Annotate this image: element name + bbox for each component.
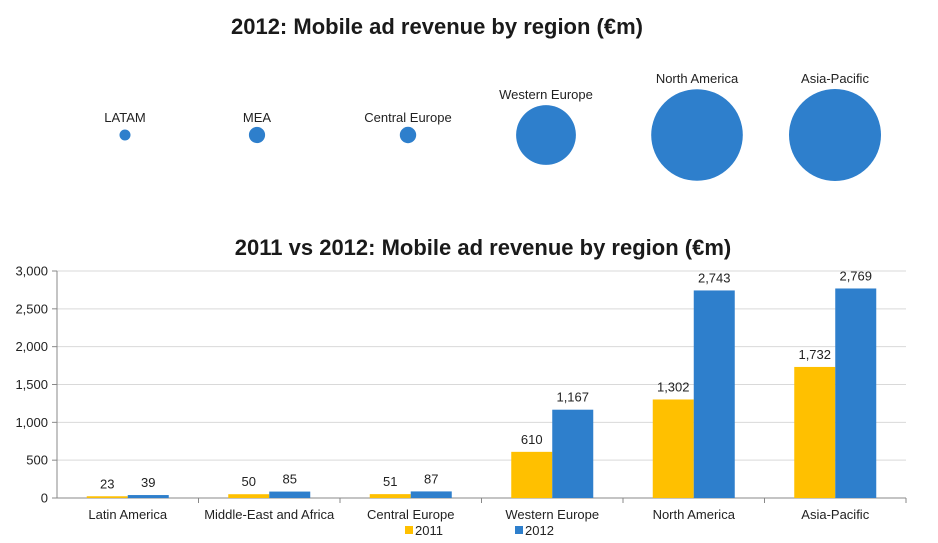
data-label-2011-0: 23 xyxy=(100,476,114,491)
bar-2012-5 xyxy=(835,288,877,498)
y-tick-label-0: 0 xyxy=(41,491,48,506)
y-tick-label-5: 2,500 xyxy=(15,301,48,316)
bubble-3 xyxy=(516,105,576,165)
data-label-2011-3: 610 xyxy=(521,432,543,447)
bar-2012-1 xyxy=(269,491,311,498)
bubble-label-1: MEA xyxy=(243,110,272,125)
y-tick-label-6: 3,000 xyxy=(15,264,48,279)
bubble-label-4: North America xyxy=(656,71,739,86)
data-label-2012-5: 2,769 xyxy=(839,268,872,283)
bubble-4 xyxy=(651,89,743,181)
legend-label-2011: 2011 xyxy=(415,523,443,538)
bubble-label-3: Western Europe xyxy=(499,87,593,102)
data-label-2012-0: 39 xyxy=(141,475,155,490)
bubble-2 xyxy=(399,126,417,144)
bar-2011-4 xyxy=(652,399,694,498)
bar-2011-5 xyxy=(794,366,836,499)
legend-swatch-2011 xyxy=(405,526,413,534)
bar-chart-title: 2011 vs 2012: Mobile ad revenue by regio… xyxy=(234,235,732,260)
data-label-2011-5: 1,732 xyxy=(798,347,831,362)
y-tick-label-2: 1,000 xyxy=(15,415,48,430)
x-tick-label-3: Western Europe xyxy=(505,507,599,522)
legend-swatch-2012 xyxy=(515,526,523,534)
y-tick-label-3: 1,500 xyxy=(15,377,48,392)
data-label-2012-1: 85 xyxy=(283,472,297,487)
data-label-2011-2: 51 xyxy=(383,474,397,489)
bubble-1 xyxy=(248,126,266,144)
bubble-0 xyxy=(119,129,131,141)
bubble-label-2: Central Europe xyxy=(364,110,451,125)
bar-2012-3 xyxy=(552,409,594,498)
legend-label-2012: 2012 xyxy=(525,523,554,538)
data-label-2012-4: 2,743 xyxy=(698,270,731,285)
data-label-2012-2: 87 xyxy=(424,471,438,486)
x-tick-label-0: Latin America xyxy=(88,507,168,522)
x-tick-label-1: Middle-East and Africa xyxy=(204,507,335,522)
bar-2011-1 xyxy=(228,494,270,499)
y-tick-label-1: 500 xyxy=(26,453,48,468)
x-tick-label-4: North America xyxy=(653,507,736,522)
data-label-2011-1: 50 xyxy=(242,474,256,489)
bar-2011-0 xyxy=(86,496,128,498)
bar-2011-3 xyxy=(511,451,553,499)
y-tick-label-4: 2,000 xyxy=(15,339,48,354)
bubble-5 xyxy=(789,89,881,181)
bubble-chart-title: 2012: Mobile ad revenue by region (€m) xyxy=(230,14,643,39)
bubble-label-5: Asia-Pacific xyxy=(801,71,869,86)
data-label-2012-3: 1,167 xyxy=(556,390,589,405)
x-tick-label-5: Asia-Pacific xyxy=(801,507,869,522)
bar-2012-2 xyxy=(410,491,452,499)
bubble-label-0: LATAM xyxy=(104,110,145,125)
bar-2012-0 xyxy=(127,495,169,499)
x-tick-label-2: Central Europe xyxy=(367,507,454,522)
bar-2012-4 xyxy=(693,290,735,499)
data-label-2011-4: 1,302 xyxy=(657,379,690,394)
bar-2011-2 xyxy=(369,494,411,499)
